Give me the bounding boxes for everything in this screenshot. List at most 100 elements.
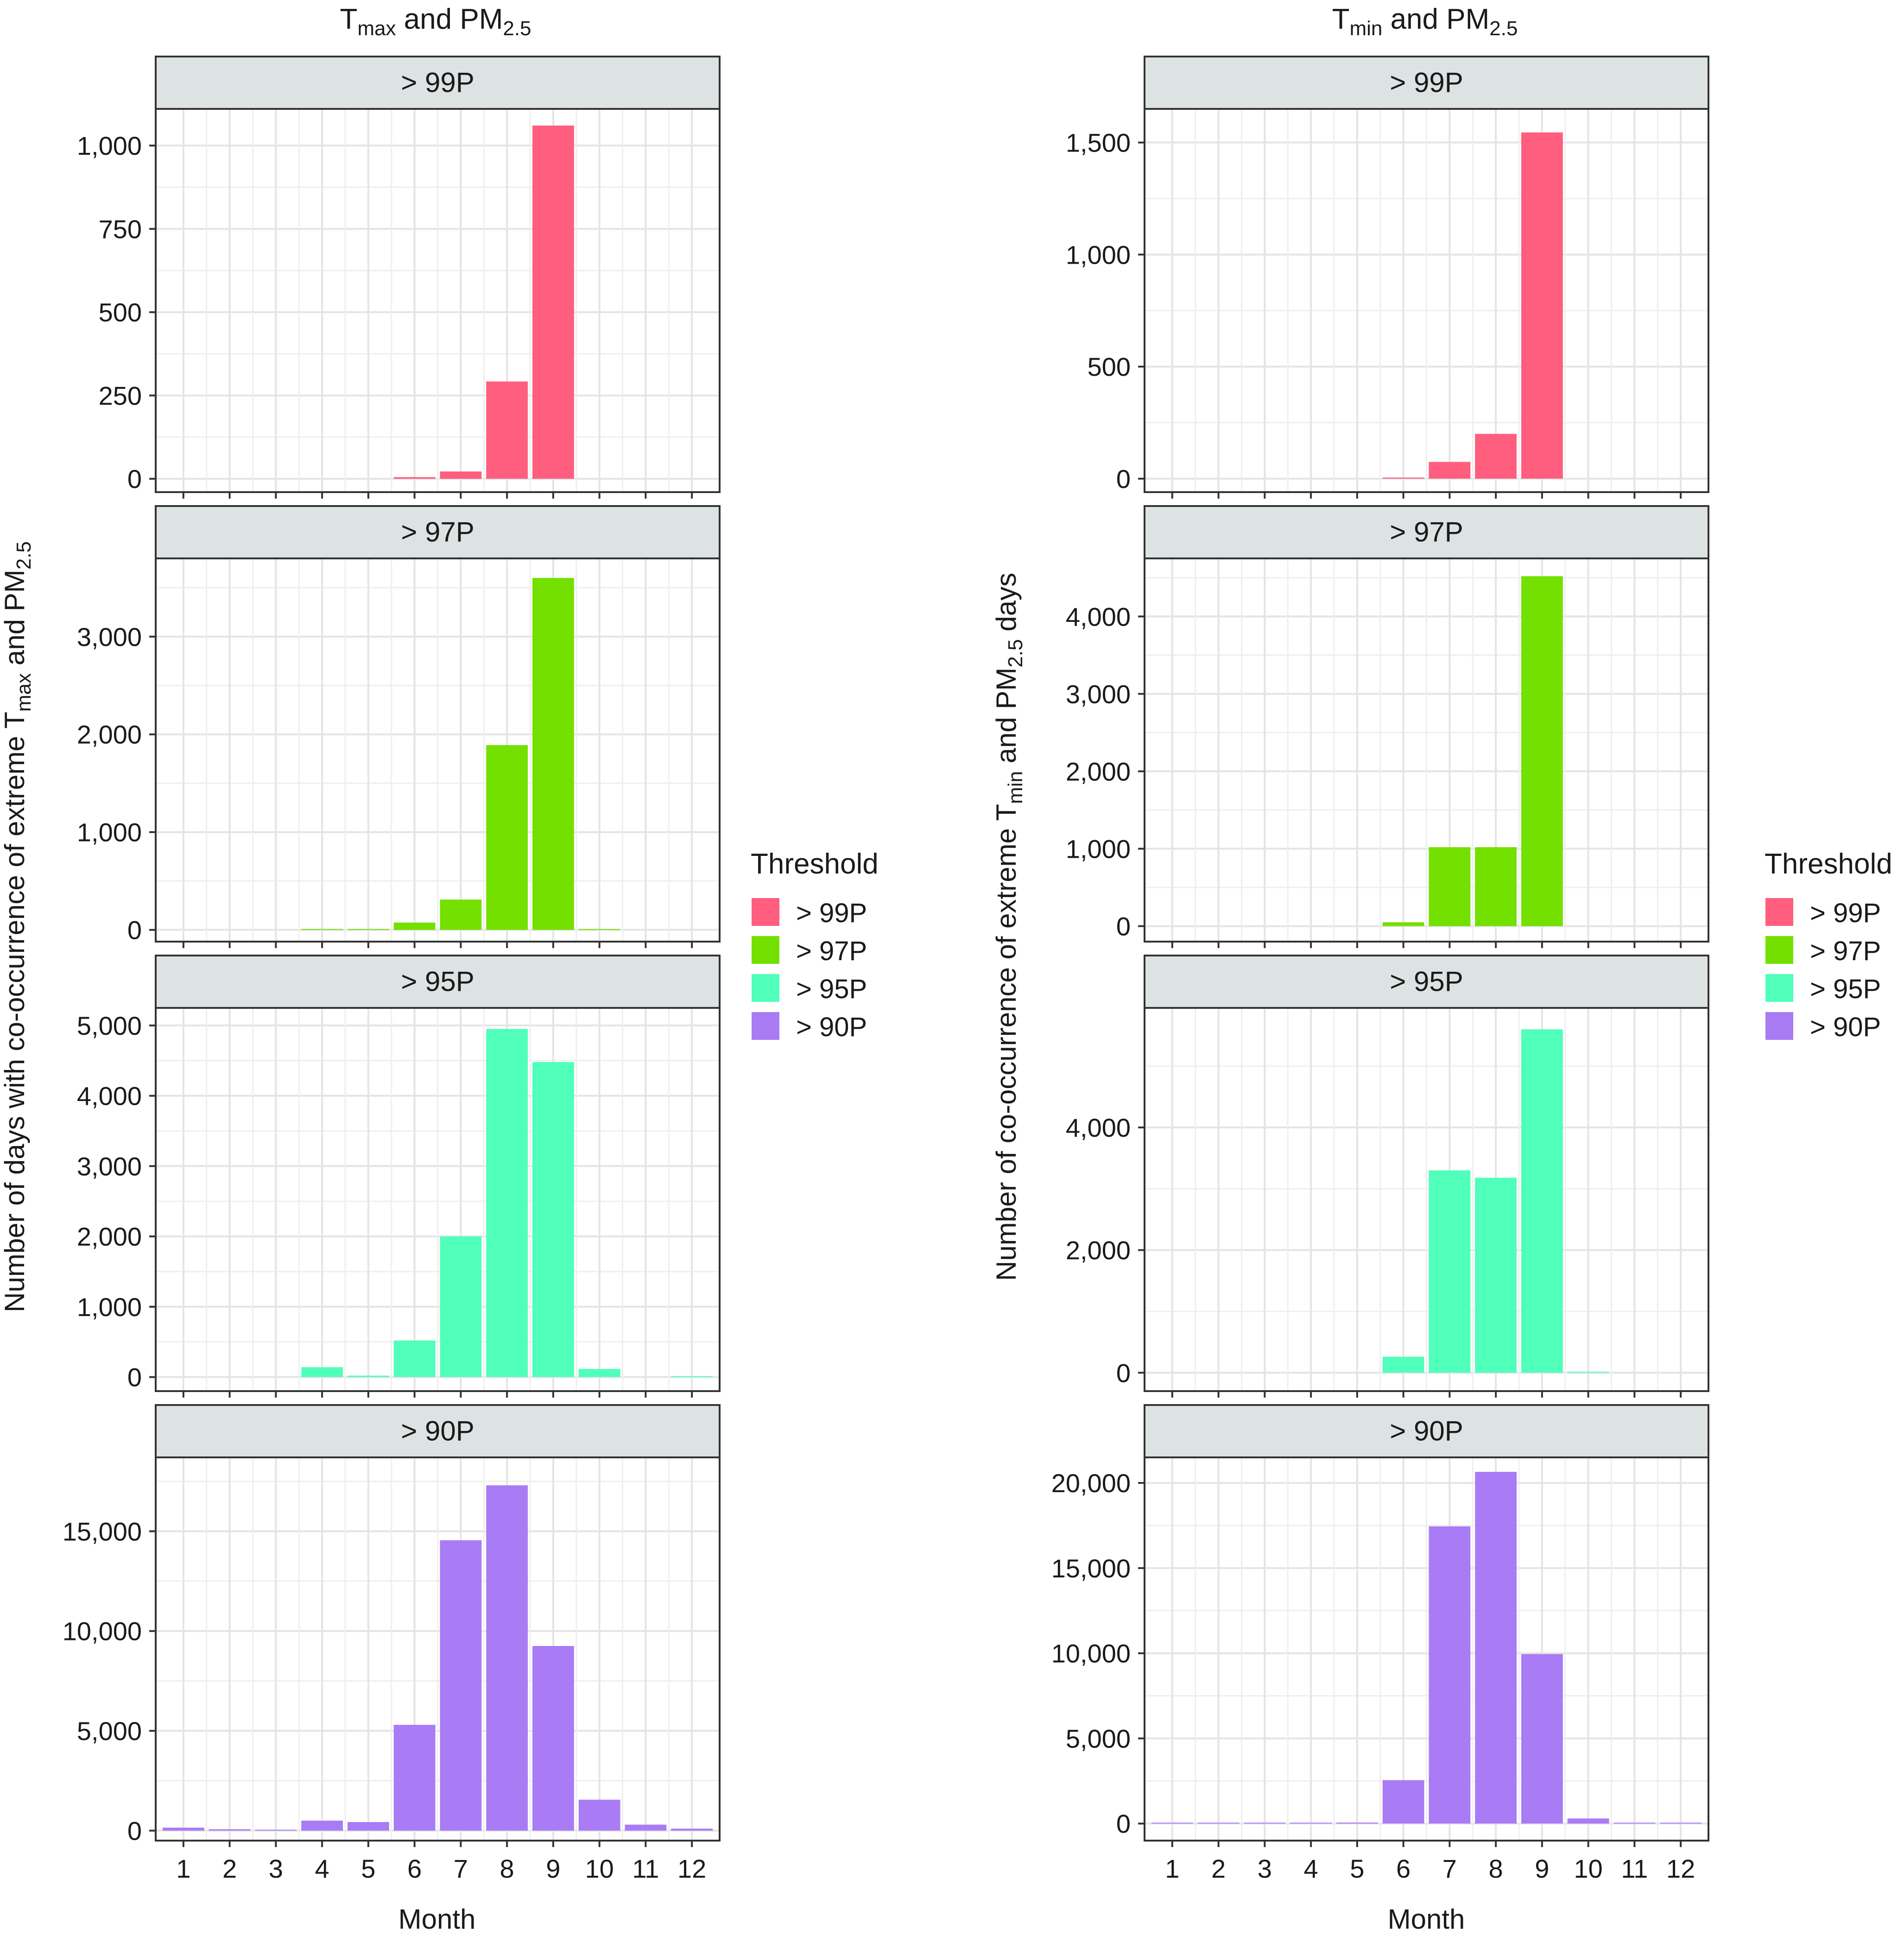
left-panel-2: > 97P 0 1,000 2,000 3,000 (77, 505, 721, 948)
left-panel-3: > 95P 0 1,000 2,000 3,000 4,000 5,000 (77, 955, 721, 1398)
bar-month-4 (301, 1367, 343, 1377)
panel-strip (155, 1404, 721, 1458)
legend-label-97p: > 97P (796, 936, 867, 966)
legend-swatch-95p (1765, 974, 1793, 1002)
bar-month-9 (532, 125, 574, 479)
x-tick-label: 10 (585, 1854, 614, 1883)
x-tick-label: 10 (1574, 1854, 1602, 1883)
x-tick-label: 2 (222, 1854, 237, 1883)
y-tick-label: 0 (127, 916, 142, 945)
panel-border (1144, 108, 1709, 493)
bar-month-5 (347, 1822, 389, 1831)
bar-month-10 (578, 1799, 620, 1831)
legend-swatch-90p (752, 1012, 779, 1040)
y-tick-label: 20,000 (1051, 1469, 1131, 1498)
bar-month-5 (347, 929, 389, 930)
panel-border (1144, 1456, 1709, 1842)
right-panel-2: > 97P 0 1,000 2,000 3,000 4,000 (1066, 505, 1709, 948)
y-tick-label: 10,000 (63, 1617, 142, 1646)
y-tick-label: 1,000 (77, 1292, 142, 1322)
bar-month-6 (393, 477, 436, 479)
legend-label-90p: > 90P (1810, 1012, 1881, 1042)
y-tick-label: 5,000 (77, 1011, 142, 1040)
right-panel-3: > 95P 0 2,000 4,000 (1066, 955, 1709, 1398)
y-tick-label: 4,000 (1066, 1113, 1131, 1142)
x-tick-label: 5 (1350, 1854, 1364, 1883)
left-y-axis-title: Number of days with co-occurrence of ext… (0, 541, 35, 1312)
y-tick-label: 0 (127, 1816, 142, 1845)
bar-month-10 (1567, 1818, 1609, 1824)
panel-border (155, 557, 721, 943)
panel-strip-label: > 95P (401, 966, 474, 997)
x-tick-label: 11 (1621, 1854, 1648, 1883)
bar-month-6 (393, 922, 436, 930)
bar-month-9 (532, 578, 574, 930)
bar-month-8 (1475, 1177, 1517, 1373)
panel-strip (1144, 56, 1709, 110)
bar-month-9 (1521, 1654, 1563, 1824)
panel-border (1144, 557, 1709, 943)
panel-strip-label: > 97P (1390, 517, 1463, 548)
bar-month-8 (486, 1029, 528, 1377)
bar-month-10 (578, 929, 620, 930)
panel-strip (155, 505, 721, 559)
bar-month-12 (671, 1376, 713, 1377)
y-tick-label: 1,000 (1066, 835, 1131, 864)
y-tick-label: 3,000 (77, 622, 142, 652)
bar-month-6 (1382, 1356, 1424, 1373)
left-x-axis-title: Month (399, 1904, 476, 1935)
bar-month-7 (440, 471, 482, 479)
x-tick-label: 7 (454, 1854, 468, 1883)
y-tick-label: 1,500 (1066, 128, 1131, 158)
panel-border (155, 1007, 721, 1392)
x-tick-label: 7 (1442, 1854, 1457, 1883)
legend-label-99p: > 99P (796, 898, 867, 928)
x-tick-label: 9 (1535, 1854, 1549, 1883)
y-tick-label: 0 (127, 464, 142, 494)
bar-month-7 (1429, 1170, 1471, 1373)
panel-strip (1144, 505, 1709, 559)
bar-month-10 (578, 1369, 620, 1377)
bar-month-9 (1521, 132, 1563, 479)
legend-swatch-97p (1765, 936, 1793, 964)
y-tick-label: 2,000 (1066, 1236, 1131, 1265)
right-x-axis-title: Month (1388, 1904, 1465, 1935)
panel-strip-label: > 90P (1390, 1416, 1463, 1447)
legend-swatch-95p (752, 974, 779, 1002)
left-column-title: Tmax and PM2.5 (340, 3, 531, 40)
bar-month-4 (301, 1820, 343, 1831)
legend-label-95p: > 95P (796, 974, 867, 1004)
legend-title: Threshold (1765, 848, 1892, 880)
bar-month-6 (1382, 1780, 1424, 1824)
x-tick-label: 8 (1489, 1854, 1503, 1883)
bar-month-9 (532, 1062, 574, 1377)
y-tick-label: 5,000 (77, 1716, 142, 1746)
y-tick-label: 0 (1116, 1809, 1131, 1838)
x-tick-label: 1 (176, 1854, 190, 1883)
panel-strip (1144, 955, 1709, 1009)
x-tick-label: 3 (269, 1854, 283, 1883)
x-tick-label: 3 (1258, 1854, 1272, 1883)
x-tick-label: 4 (1304, 1854, 1318, 1883)
bar-month-8 (486, 1485, 528, 1831)
legend-label-95p: > 95P (1810, 974, 1881, 1004)
panel-strip-label: > 97P (401, 517, 474, 548)
bar-month-7 (440, 1540, 482, 1831)
y-tick-label: 0 (127, 1363, 142, 1392)
bar-month-7 (1429, 847, 1471, 926)
x-tick-label: 11 (632, 1854, 659, 1883)
bar-month-2 (209, 1829, 251, 1831)
panel-strip (155, 56, 721, 110)
panel-strip (1144, 1404, 1709, 1458)
y-tick-label: 1,000 (1066, 240, 1131, 269)
y-tick-label: 0 (1116, 1358, 1131, 1387)
y-tick-label: 15,000 (63, 1517, 142, 1546)
bar-month-7 (440, 899, 482, 930)
bar-month-6 (393, 1340, 436, 1377)
y-tick-label: 250 (99, 381, 142, 410)
bar-month-7 (1429, 1526, 1471, 1824)
y-tick-label: 500 (1088, 352, 1131, 381)
x-tick-label: 1 (1165, 1854, 1179, 1883)
y-tick-label: 2,000 (1066, 757, 1131, 786)
